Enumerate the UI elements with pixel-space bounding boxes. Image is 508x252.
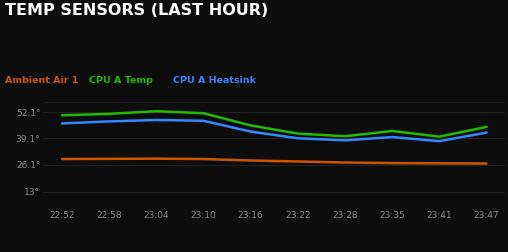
Text: TEMP SENSORS (LAST HOUR): TEMP SENSORS (LAST HOUR): [5, 3, 268, 18]
Text: CPU A Heatsink: CPU A Heatsink: [173, 76, 256, 85]
Text: CPU A Temp: CPU A Temp: [89, 76, 153, 85]
Text: Ambient Air 1: Ambient Air 1: [5, 76, 78, 85]
